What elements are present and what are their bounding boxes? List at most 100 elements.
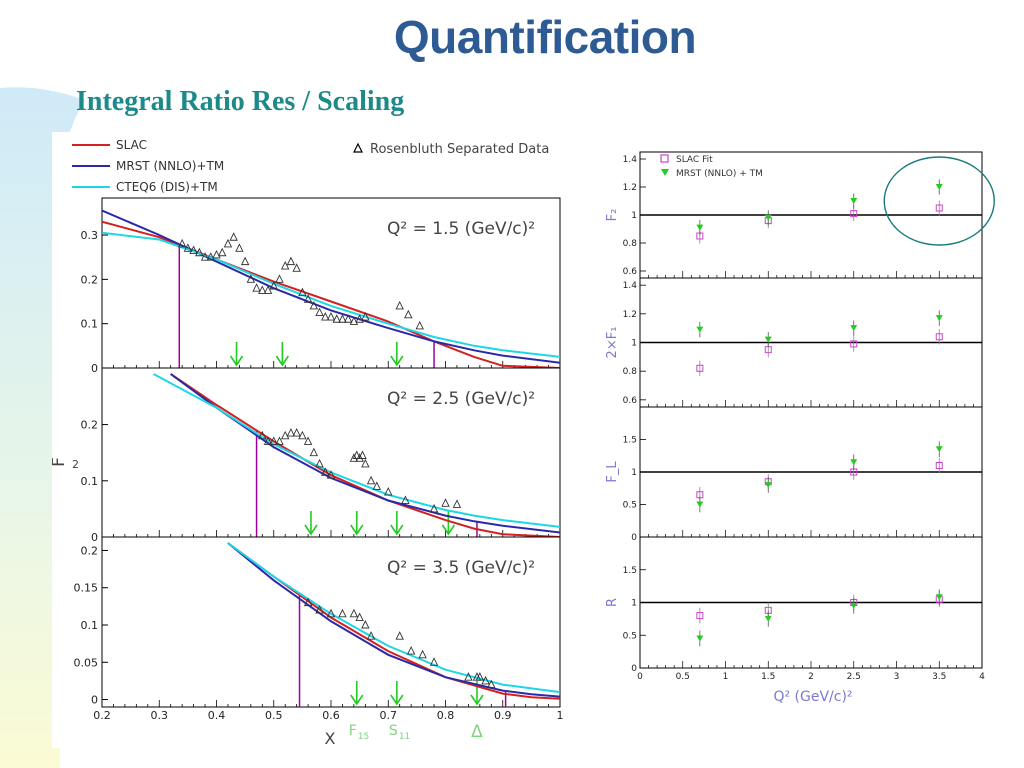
left-panel-2-data-point [326, 608, 336, 618]
right-panel-2-ytick-label: 0.5 [623, 501, 637, 511]
left-panel-1-data-point [372, 481, 382, 490]
right-panel-3-mrst-point [764, 615, 772, 622]
right-panel-1-mrst-point [764, 336, 772, 343]
left-panel-2-curve-mrst [227, 542, 560, 698]
left-panel-0-data-point [332, 314, 341, 323]
left-panel-0-resonance-arrowhead [390, 355, 404, 367]
left-panel-2-plot-area [227, 542, 560, 707]
right-panel-0-ytick-label: 1.4 [623, 155, 638, 165]
legend-label-mrst: MRST (NNLO)+TM [116, 159, 224, 173]
resonance-label-f15-sub: 15 [358, 732, 369, 742]
left-panel-0-data-point [258, 285, 267, 294]
left-panel-0-data-point [349, 316, 359, 325]
right-panel-1-ytick-label: 0.6 [623, 396, 638, 406]
left-panel-0-data-point [263, 285, 273, 294]
left-panel-1-data-point [361, 458, 370, 468]
left-f2-chart: SLAC MRST (NNLO)+TM CTEQ6 (DIS)+TM Rosen… [52, 132, 582, 748]
left-panel-0-data-point [355, 314, 364, 323]
left-panel-2-data-point [349, 608, 359, 618]
left-panel-1-data-point [384, 487, 393, 496]
left-panel-2-data-point [429, 657, 439, 666]
left-panel-2-q2-label: Q² = 3.5 (GeV/c)² [387, 558, 535, 578]
right-panel-3-ytick-label: 1 [631, 599, 637, 609]
left-panel-2-data-point [418, 649, 427, 659]
left-panel-1-data-point [263, 436, 273, 445]
resonance-label-s11: S [389, 723, 398, 739]
left-xtick-label: 0.9 [494, 709, 512, 722]
left-panel-2-ytick-label: 0.1 [81, 619, 99, 632]
left-panel-0-data-point [189, 245, 198, 254]
left-panel-0-curve-mrst [102, 209, 560, 364]
left-xtick-label: 0.4 [208, 709, 226, 722]
left-panel-2-data-point [475, 672, 485, 681]
left-xlabel: X [325, 729, 336, 748]
left-panel-1-data-point [321, 467, 330, 476]
left-panel-1-data-point [280, 430, 290, 440]
right-xtick-label: 4 [979, 672, 985, 682]
right-panel-3-slac-fit-point [696, 612, 704, 620]
left-panel-0-data-point [361, 312, 370, 321]
right-panel-0-ylabel: F₂ [605, 209, 620, 222]
right-xtick-label: 0 [637, 672, 643, 682]
left-panel-0-plot-area [102, 209, 560, 368]
right-panel-3-ytick-label: 0 [631, 664, 637, 674]
left-panel-0-data-point [195, 247, 204, 257]
left-xtick-label: 0.6 [322, 709, 340, 722]
left-xtick-label: 0.5 [265, 709, 283, 722]
left-panel-1-data-point [275, 436, 284, 445]
left-panel-1-ytick-label: 0.1 [81, 475, 99, 488]
left-panel-1-data-point [286, 428, 296, 437]
right-xtick-label: 0.5 [676, 672, 690, 682]
left-panel-1-data-point [352, 450, 361, 459]
right-panel-1-slac-fit-point [850, 340, 858, 348]
slide-title: Quantification [393, 11, 697, 63]
left-panel-1-ytick-label: 0 [91, 531, 98, 544]
left-panel-0-ytick-label: 0 [91, 362, 98, 375]
left-panel-1-plot-area [153, 373, 560, 537]
right-panel-3-ylabel: R [605, 598, 620, 607]
slide-subtitle: Integral Ratio Res / Scaling [76, 86, 405, 117]
left-panel-0-data-point [206, 252, 216, 261]
right-panel-2-ylabel: F_L [605, 461, 620, 483]
left-panel-2-resonance-arrowhead [390, 694, 404, 706]
right-panel-2-mrst-point [935, 446, 943, 453]
right-xtick-label: 1 [723, 672, 729, 682]
left-panel-2-data-point [406, 646, 416, 655]
left-panel-0-data-point [315, 307, 324, 317]
left-panel-1-data-point [429, 503, 439, 513]
left-panel-1-ytick-label: 0.2 [81, 419, 99, 432]
left-xtick-label: 0.2 [93, 709, 111, 722]
right-xtick-label: 3 [894, 672, 900, 682]
left-panel-2-ytick-label: 0.2 [81, 544, 99, 557]
left-panel-0-data-point [212, 249, 221, 259]
right-panel-1-ytick-label: 1 [631, 339, 637, 349]
right-panel-2-mrst-point [764, 482, 772, 488]
right-panel-2-ytick-label: 1.5 [623, 436, 637, 446]
left-panel-2-data-point [481, 675, 490, 685]
left-panel-0-data-point [309, 300, 319, 310]
left-ylabel: F [52, 457, 69, 467]
right-panel-3-mrst-point [935, 594, 943, 601]
right-panel-0-ytick-label: 0.8 [623, 239, 638, 249]
resonance-label-s11-sub: 11 [399, 732, 410, 742]
resonance-label-delta: Δ [471, 722, 483, 742]
left-panel-1-data-point [452, 499, 462, 508]
right-panel-1-ytick-label: 0.8 [623, 367, 638, 377]
left-panel-0-data-point [280, 261, 290, 270]
right-xlabel: Q² (GeV/c)² [773, 689, 852, 705]
left-panel-0-data-point [223, 238, 233, 248]
right-panel-0-slac-fit-point [935, 204, 943, 212]
left-panel-2-curve-cteq [227, 542, 560, 694]
left-panel-0-data-point [229, 232, 238, 241]
right-panel-3-ytick-label: 0.5 [623, 631, 637, 641]
right-xtick-label: 1.5 [761, 672, 775, 682]
left-panel-2-data-point [487, 679, 496, 689]
left-panel-0-data-point [183, 243, 193, 252]
left-legend: SLAC MRST (NNLO)+TM CTEQ6 (DIS)+TM Rosen… [72, 138, 549, 194]
resonance-label-f15: F [349, 723, 357, 739]
left-panel-0-data-point [252, 283, 261, 292]
left-panel-0-data-point [286, 256, 296, 266]
right-panel-2-ytick-label: 0 [631, 533, 637, 543]
left-panel-0-resonance-arrowhead [229, 355, 244, 367]
highlight-ellipse [883, 156, 995, 246]
